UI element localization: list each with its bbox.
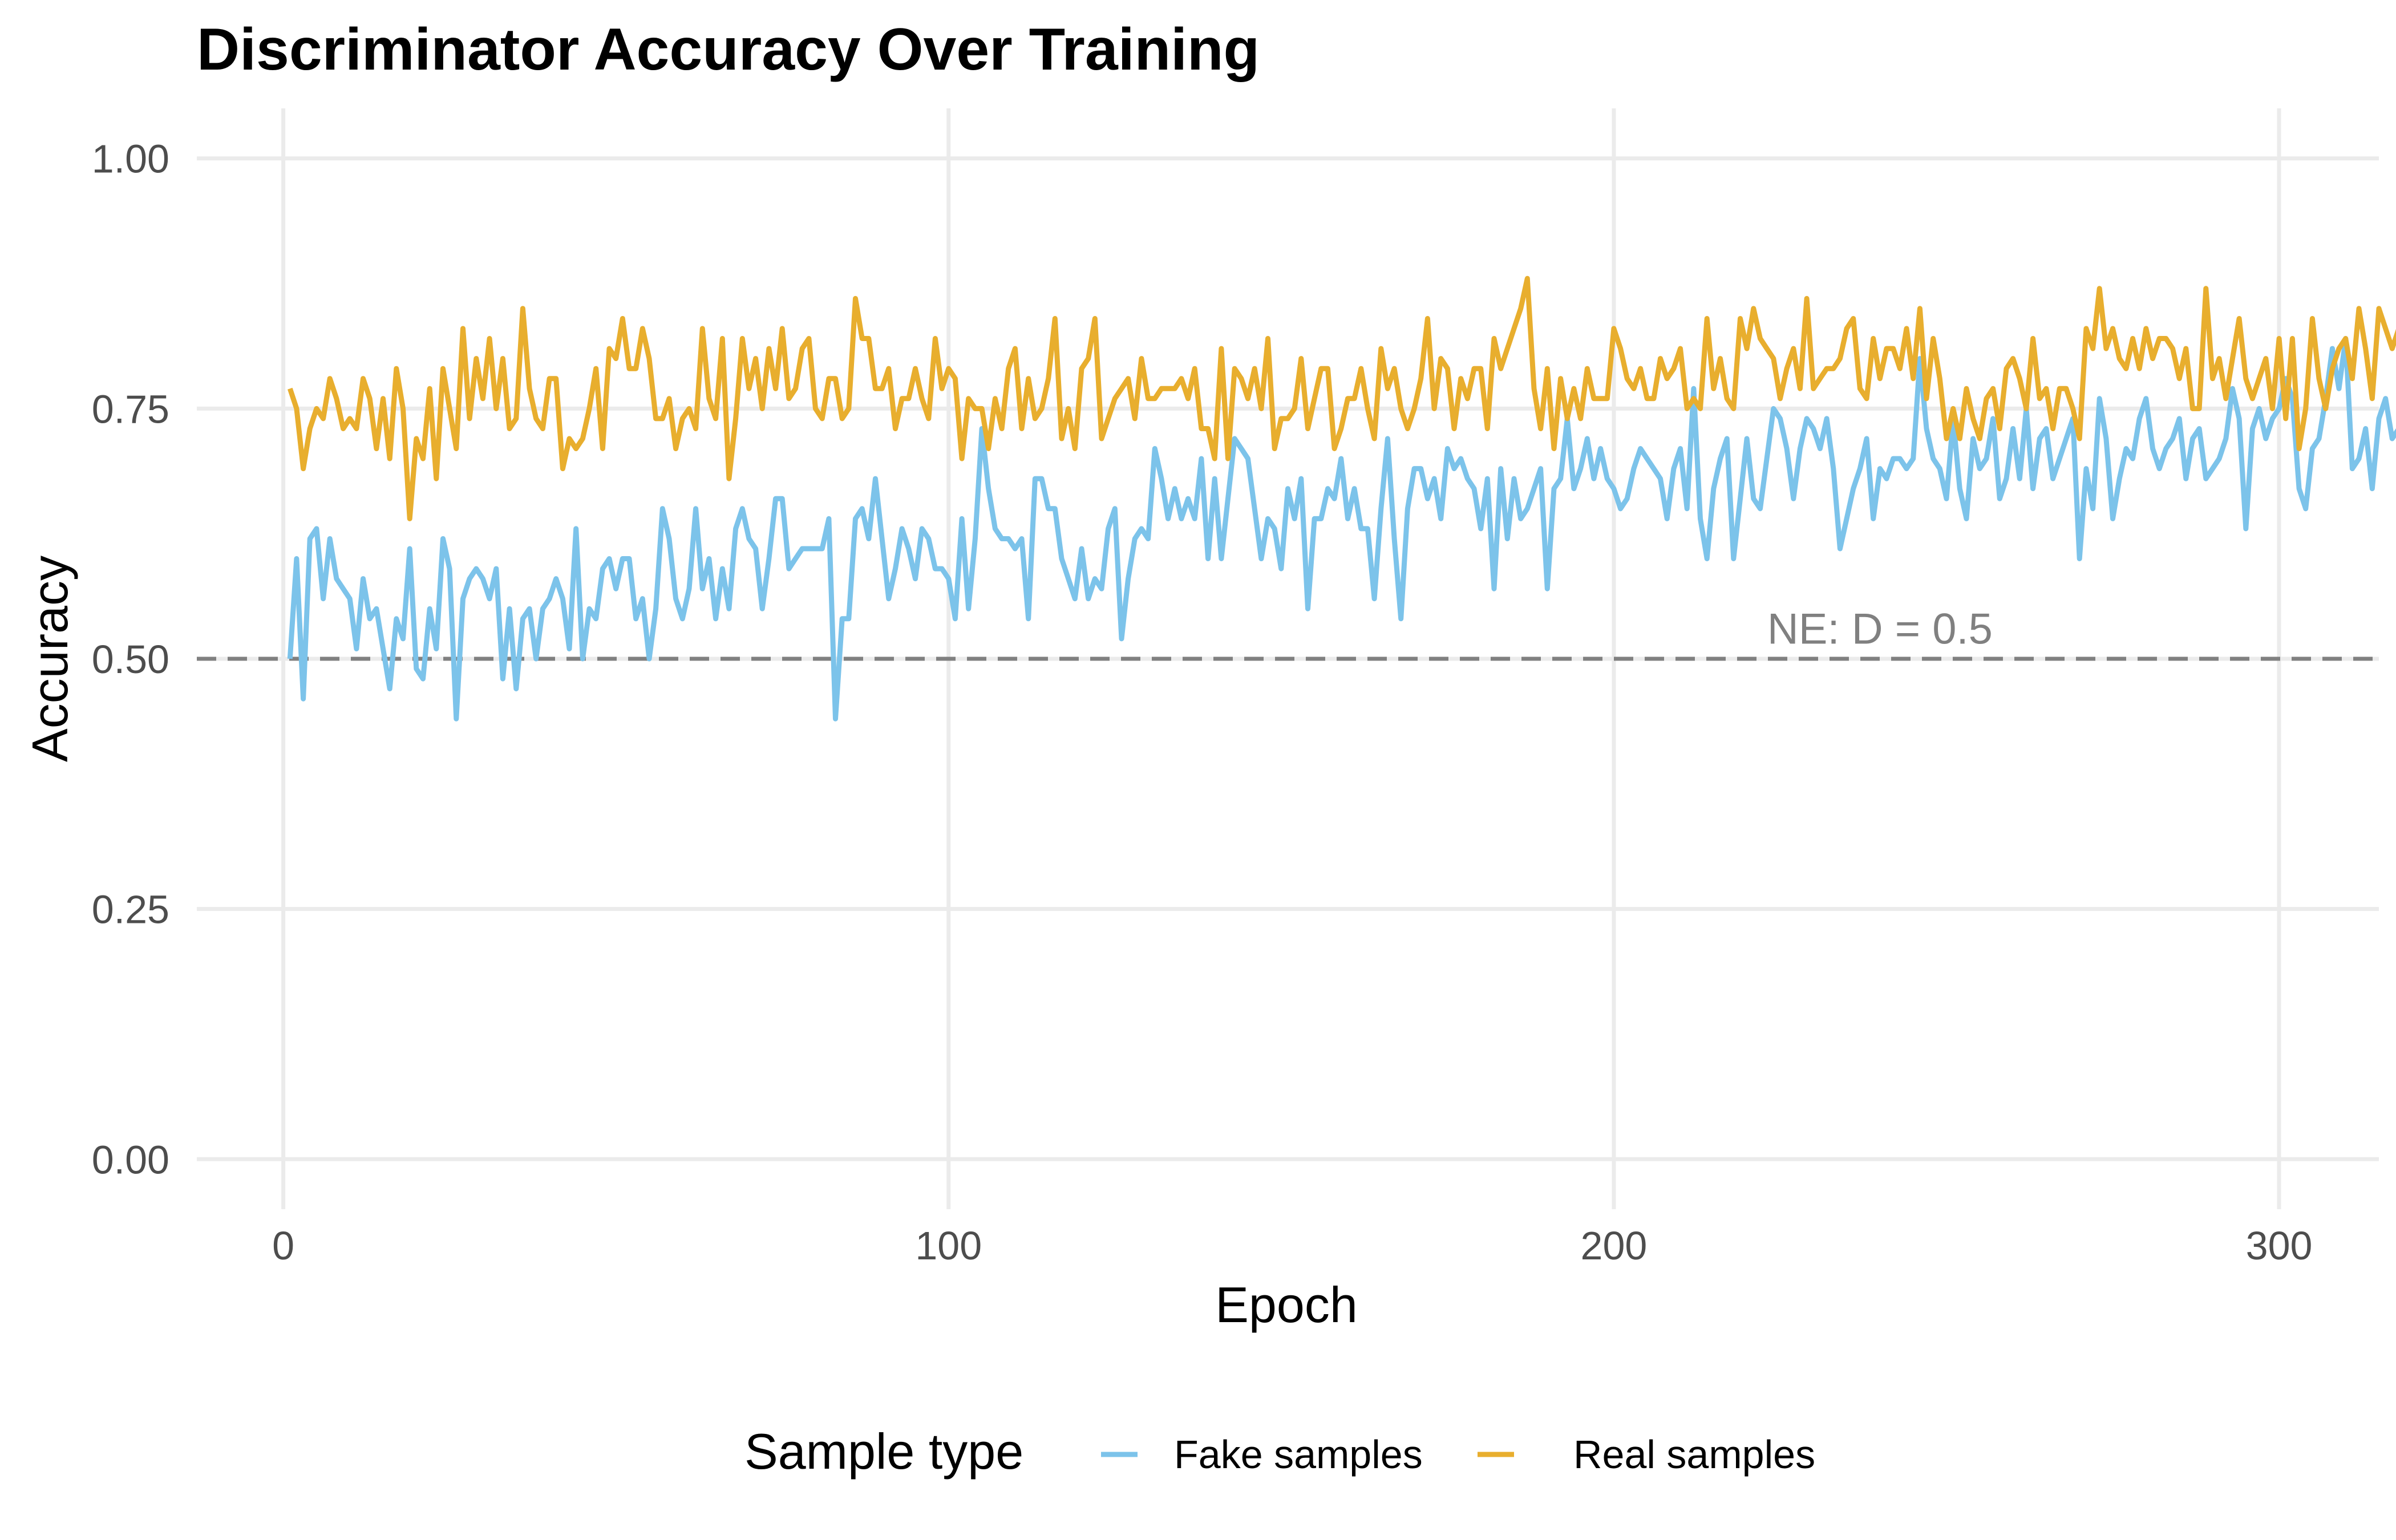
x-tick-label: 0: [272, 1223, 294, 1268]
y-tick-labels: 0.00 0.25 0.50 0.75 1.00: [92, 137, 169, 1182]
x-tick-labels: 0 100 200 300: [272, 1223, 2312, 1268]
y-axis-title: Accuracy: [22, 556, 78, 762]
chart-title: Discriminator Accuracy Over Training: [197, 17, 1260, 83]
series-line-real-samples: [288, 275, 2396, 521]
x-tick-label: 100: [915, 1223, 982, 1268]
y-tick-label: 0.75: [92, 387, 169, 431]
y-tick-label: 0.50: [92, 637, 169, 682]
y-tick-label: 0.00: [92, 1137, 169, 1182]
ne-annotation: NE: D = 0.5: [1767, 605, 1993, 653]
y-tick-label: 1.00: [92, 137, 169, 181]
legend: Sample type Fake samples Real samples: [744, 1423, 1815, 1480]
legend-label-fake-samples: Fake samples: [1174, 1432, 1423, 1477]
series-group: [287, 275, 2396, 722]
x-tick-label: 300: [2246, 1223, 2313, 1268]
x-axis-title: Epoch: [1215, 1276, 1358, 1333]
legend-title: Sample type: [744, 1423, 1023, 1480]
legend-label-real-samples: Real samples: [1573, 1432, 1815, 1477]
y-tick-label: 0.25: [92, 887, 169, 932]
series-line-fake-samples: [287, 336, 2396, 722]
x-tick-label: 200: [1581, 1223, 1648, 1268]
